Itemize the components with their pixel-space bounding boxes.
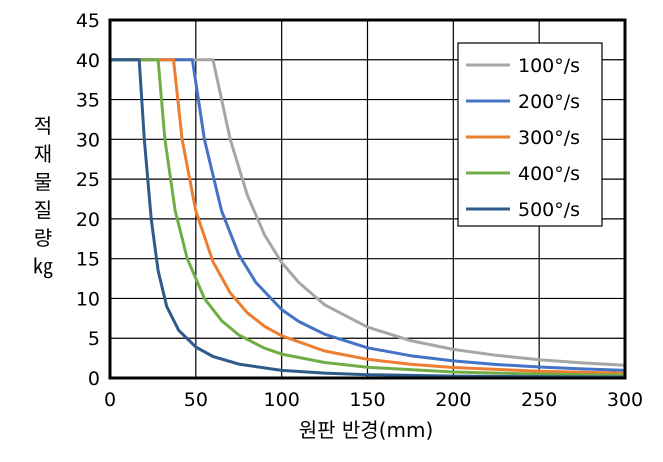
y-axis-title-char: 량 xyxy=(34,226,52,250)
plot-frame xyxy=(108,18,627,380)
y-axis-title-char: ㎏ xyxy=(33,254,53,278)
series-layer xyxy=(110,58,626,379)
y-tick-label: 35 xyxy=(76,90,100,112)
y-tick-label: 45 xyxy=(76,10,100,32)
legend-label: 500°/s xyxy=(518,199,580,221)
y-tick-label: 5 xyxy=(88,328,100,350)
legend-label: 300°/s xyxy=(518,127,580,149)
y-axis-title-char: 질 xyxy=(34,198,52,222)
series-line-2 xyxy=(110,58,626,372)
x-tick-labels: 0 50 100 150 200 250 300 xyxy=(104,389,643,411)
x-tick-label: 200 xyxy=(435,389,471,411)
y-axis-title-char: 물 xyxy=(34,170,52,194)
x-tick-label: 50 xyxy=(184,389,208,411)
y-axis-title-char: 재 xyxy=(34,142,52,166)
series-line-1 xyxy=(110,58,626,367)
legend-box xyxy=(457,42,603,227)
y-axis-title-char: 적 xyxy=(34,114,52,138)
y-tick-labels: 0 5 10 15 20 25 30 35 40 45 xyxy=(76,10,100,390)
y-tick-label: 0 xyxy=(88,368,100,390)
x-axis-title: 원판 반경(mm) xyxy=(299,418,434,442)
y-tick-label: 40 xyxy=(76,50,100,72)
x-tick-label: 0 xyxy=(104,389,116,411)
x-tick-label: 150 xyxy=(349,389,385,411)
y-tick-label: 25 xyxy=(76,169,100,191)
series-line-5 xyxy=(110,58,626,379)
y-tick-label: 15 xyxy=(76,249,100,271)
legend: 100°/s 200°/s 300°/s 400°/s 500°/s xyxy=(457,42,603,227)
legend-label: 100°/s xyxy=(518,55,580,77)
y-tick-label: 20 xyxy=(76,209,100,231)
x-tick-label: 100 xyxy=(264,389,300,411)
x-tick-label: 250 xyxy=(521,389,557,411)
series-line-4 xyxy=(110,58,626,377)
y-tick-label: 30 xyxy=(76,129,100,151)
legend-label: 400°/s xyxy=(518,163,580,185)
y-tick-label: 10 xyxy=(76,288,100,310)
x-tick-label: 300 xyxy=(607,389,643,411)
legend-label: 200°/s xyxy=(518,91,580,113)
series-line-3 xyxy=(110,58,626,375)
